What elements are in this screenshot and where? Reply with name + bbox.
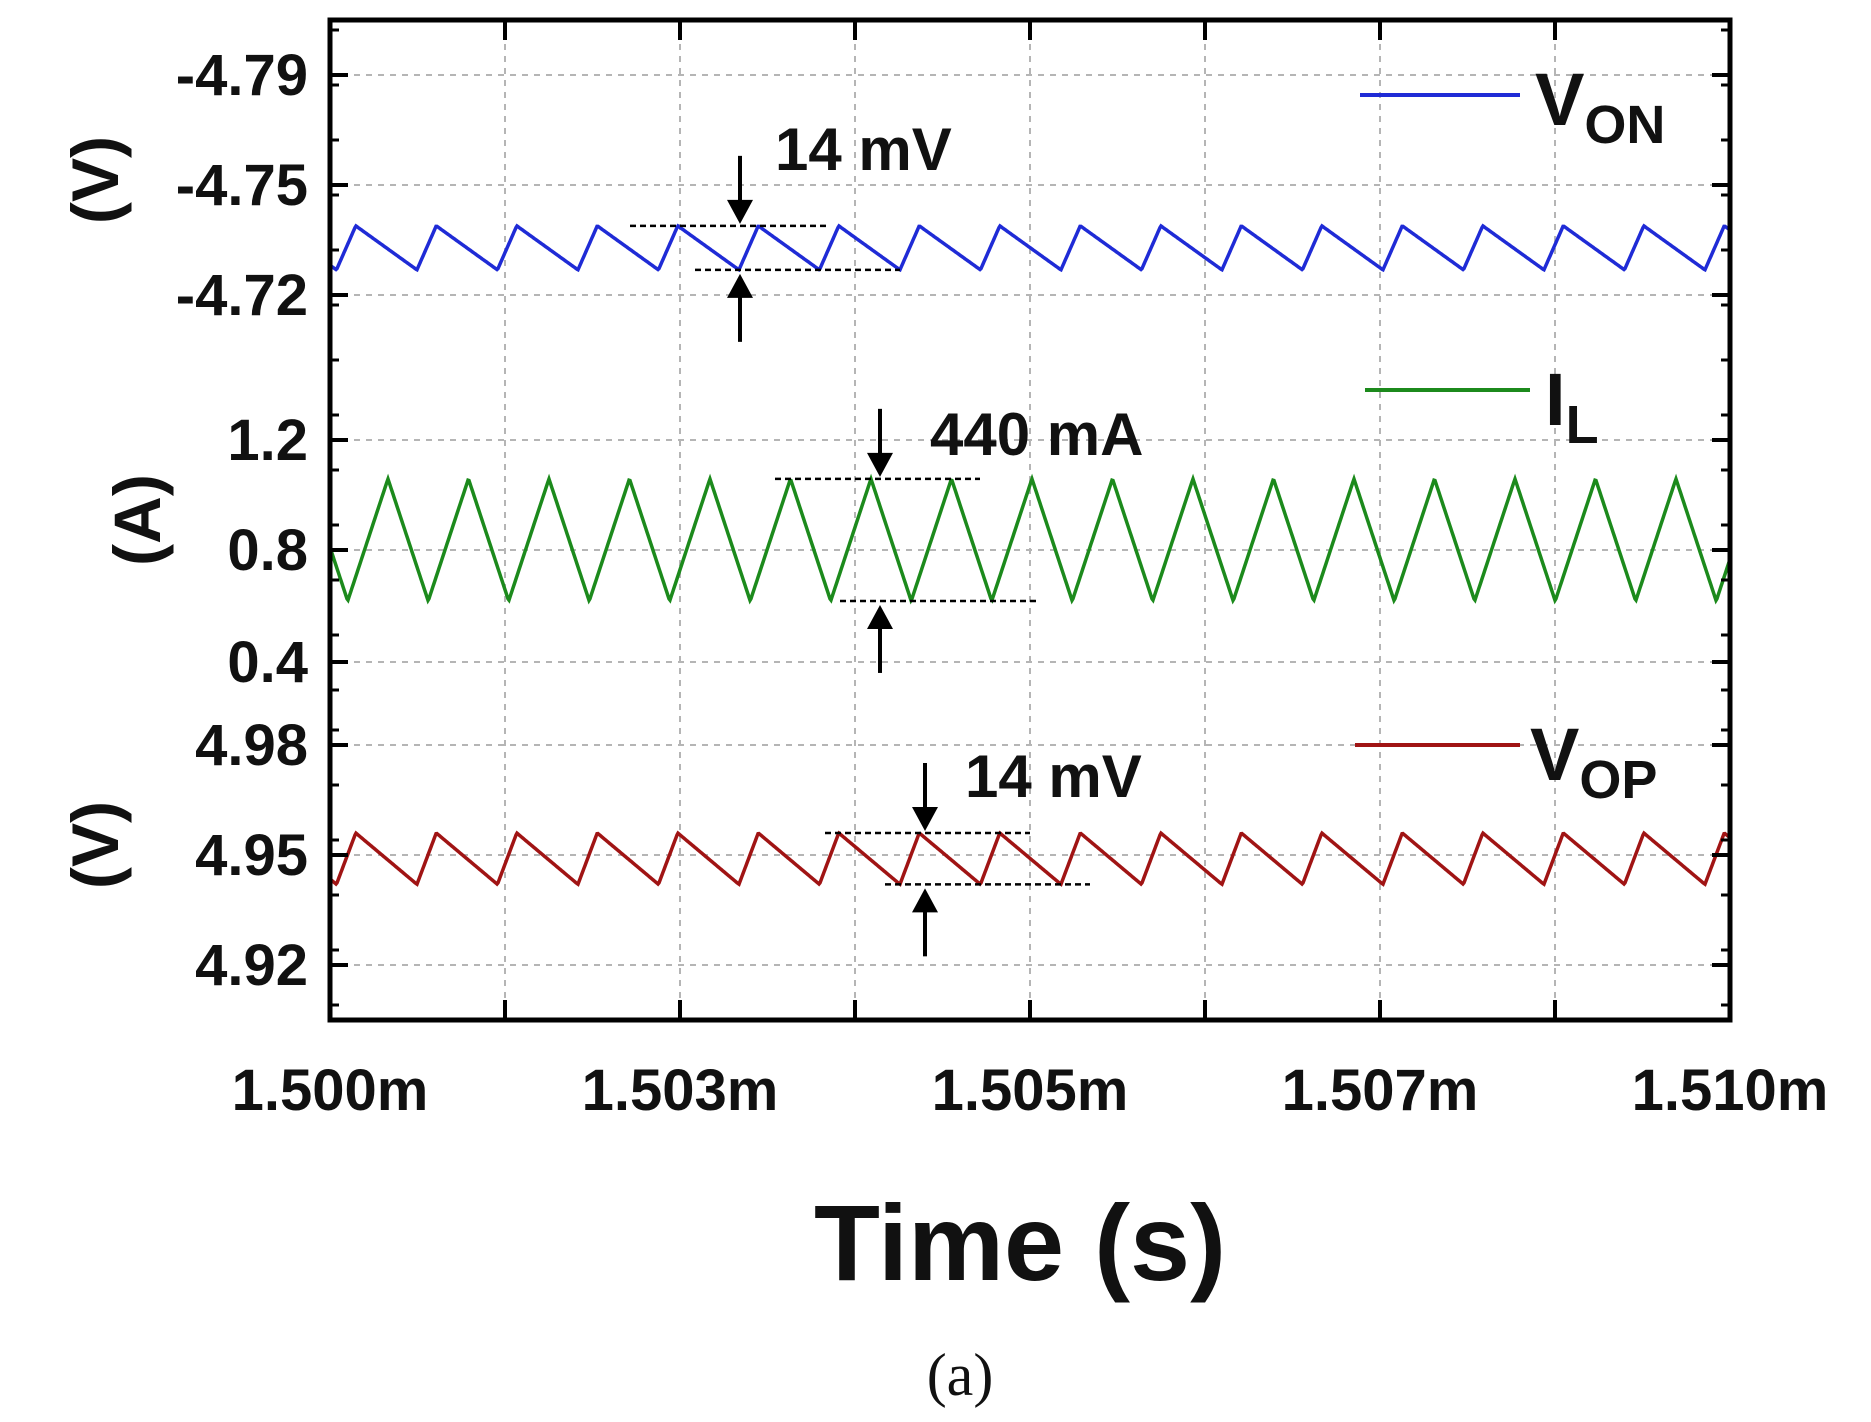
series-layer <box>328 223 1732 887</box>
il-legend-subscript: L <box>1566 395 1599 455</box>
vop-legend-label: VOP <box>1530 713 1657 810</box>
il-legend-label: IL <box>1545 358 1599 455</box>
vop-up-arrow-head <box>912 888 938 913</box>
von-down-arrow-head <box>727 199 753 224</box>
il-ripple-label: 440 mA <box>930 401 1143 468</box>
vop-series-line <box>328 830 1732 887</box>
il-up-arrow-head <box>867 604 893 629</box>
von-legend-subscript: ON <box>1584 95 1665 155</box>
y-tick-label: 0.4 <box>227 630 308 695</box>
y-tick-label: 4.98 <box>195 713 308 778</box>
von-series-line <box>328 223 1732 273</box>
von-legend-label: VON <box>1535 58 1665 155</box>
x-tick-label: 1.500m <box>232 1058 429 1123</box>
vop-down-arrow-head <box>912 807 938 831</box>
y-tick-label: 1.2 <box>227 408 308 473</box>
legend-layer: VON IL VOP <box>1355 58 1665 810</box>
axis-layer: -4.79 -4.75 -4.72 1.2 0.8 0.4 4.98 4.95 4.92 1.50… <box>176 17 1829 1123</box>
plot-frame <box>327 17 1733 1023</box>
von-axis-title: (V) <box>58 136 132 224</box>
x-tick-label: 1.505m <box>932 1058 1129 1123</box>
il-series-line <box>328 473 1732 605</box>
von-ripple-label: 14 mV <box>775 116 952 183</box>
vop-ripple-label: 14 mV <box>965 743 1142 810</box>
y-tick-label: -4.72 <box>176 263 308 328</box>
x-tick-label: 1.503m <box>582 1058 779 1123</box>
annotation-layer: 14 mV 440 mA 14 mV <box>630 116 1143 957</box>
vop-legend-subscript: OP <box>1579 750 1657 810</box>
y-tick-label: 0.8 <box>227 518 308 583</box>
x-tick-label: 1.510m <box>1632 1058 1829 1123</box>
vop-axis-title: (V) <box>58 801 132 889</box>
y-tick-label: 4.95 <box>195 823 308 888</box>
figure-caption: (a) <box>927 1342 994 1408</box>
y-tick-label: 4.92 <box>195 933 308 998</box>
von-up-arrow-head <box>727 273 753 298</box>
grid-layer <box>330 20 1730 1020</box>
x-axis-title: Time (s) <box>814 1182 1226 1303</box>
x-tick-label: 1.507m <box>1282 1058 1479 1123</box>
y-tick-label: -4.75 <box>176 153 308 218</box>
il-axis-title: (A) <box>100 474 174 566</box>
y-tick-label: -4.79 <box>176 43 308 108</box>
il-down-arrow-head <box>867 452 893 477</box>
